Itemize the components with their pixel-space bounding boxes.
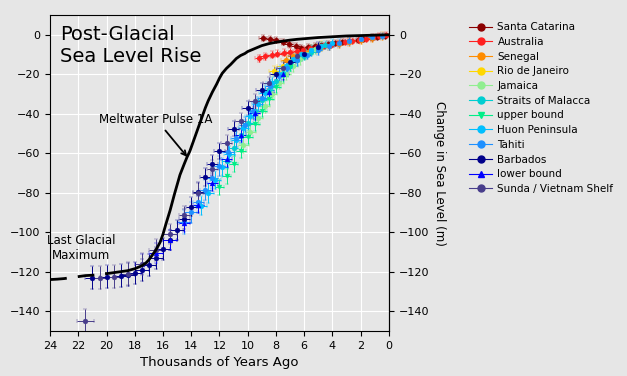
- Text: Meltwater Pulse 1A: Meltwater Pulse 1A: [99, 112, 213, 155]
- Y-axis label: Change in Sea Level (m): Change in Sea Level (m): [433, 100, 446, 246]
- X-axis label: Thousands of Years Ago: Thousands of Years Ago: [140, 356, 298, 369]
- Text: Post-Glacial
Sea Level Rise: Post-Glacial Sea Level Rise: [60, 24, 202, 65]
- Legend: Santa Catarina, Australia, Senegal, Rio de Janeiro, Jamaica, Straits of Malacca,: Santa Catarina, Australia, Senegal, Rio …: [467, 20, 616, 196]
- Text: Last Glacial
Maximum: Last Glacial Maximum: [47, 234, 115, 262]
